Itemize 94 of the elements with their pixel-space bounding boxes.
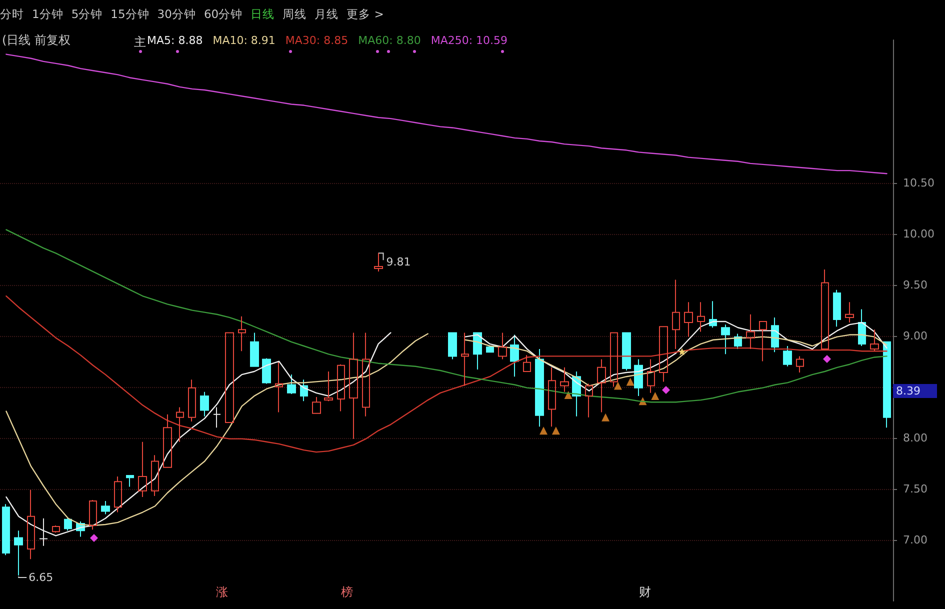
y-tick-label: 7.50 [903, 482, 928, 496]
candlestick [622, 332, 631, 371]
candlestick [163, 414, 172, 468]
y-tick-label: 7.00 [903, 533, 928, 546]
candlestick [151, 454, 159, 496]
annotation: 财 [639, 584, 651, 601]
text: 更多 > [346, 7, 384, 22]
candlestick [362, 332, 370, 417]
candlestick [486, 346, 494, 353]
candlestick [883, 341, 891, 428]
candlestick [64, 518, 72, 532]
candlestick [101, 500, 110, 515]
text: 5分钟 [71, 7, 103, 22]
y-tick-label: 9.00 [903, 329, 928, 342]
candlestick [126, 475, 134, 488]
annotation: 主 [134, 34, 146, 51]
candlestick [250, 332, 259, 367]
candlestick [560, 366, 569, 392]
point [552, 426, 560, 435]
annotation: 榜 [341, 584, 353, 601]
candlestick [746, 314, 755, 350]
candlestick [52, 525, 60, 534]
chart-title: (日线 前复权 [2, 33, 70, 47]
candlestick [213, 406, 221, 428]
candlestick [659, 326, 668, 382]
candlestick [684, 302, 693, 338]
candlestick [697, 302, 705, 332]
point [614, 382, 622, 390]
y-tick-label: 10.50 [903, 176, 934, 190]
candlestick [27, 489, 35, 560]
candlestick [176, 406, 184, 442]
text: 日线 [250, 7, 275, 22]
candlestick [89, 500, 97, 530]
candlestick [200, 391, 209, 417]
annotation: 6.65 [28, 571, 54, 584]
candlestick [796, 356, 804, 374]
text: MA30: 8.85 [285, 34, 348, 47]
candlestick [510, 334, 519, 378]
candlestick [833, 289, 841, 328]
candlestick [721, 324, 730, 355]
annotation: 9.81 [386, 256, 411, 269]
candlestick [672, 279, 680, 350]
candlestick [783, 346, 792, 367]
candlestick [523, 354, 531, 372]
point [626, 378, 634, 386]
candlestick [14, 530, 23, 576]
point [651, 392, 660, 400]
candlestick [114, 476, 122, 513]
candlestick [312, 396, 321, 414]
point [602, 413, 610, 422]
annotation: 涨 [216, 584, 228, 601]
candlestick [448, 332, 457, 360]
y-tick-label: 9.50 [903, 278, 928, 292]
candlestick [610, 332, 618, 388]
candlestick [585, 383, 593, 418]
candlestick [225, 332, 234, 423]
candlestick [238, 316, 246, 352]
text: 60分钟 [204, 7, 243, 22]
text: 周线 [282, 7, 307, 22]
candlestick [324, 371, 333, 402]
line-series [6, 54, 888, 174]
text: 15分钟 [110, 7, 150, 22]
candlestick [821, 269, 829, 350]
candlestick [597, 358, 606, 413]
candlestick [870, 329, 879, 352]
candlestick [262, 358, 271, 384]
text: 月线 [314, 7, 339, 22]
text: MA10: 8.91 [212, 34, 276, 47]
text: MA5: 8.88 [147, 34, 203, 47]
candlestick [535, 348, 544, 428]
candlestick [188, 379, 196, 422]
candlestick [647, 358, 655, 394]
candlestick [548, 366, 556, 428]
candlestick [349, 332, 358, 440]
candlestick [337, 364, 345, 412]
point [540, 426, 548, 435]
candlestick [2, 504, 10, 556]
text: 分时 [0, 7, 24, 22]
candlestick [275, 362, 283, 413]
line-series [6, 295, 888, 453]
candlestick [498, 332, 507, 360]
text: MA250: 10.59 [430, 34, 508, 47]
y-tick-label: 10.00 [903, 227, 934, 240]
candlestick [287, 374, 296, 394]
candlestick [138, 441, 147, 498]
y-tick-label: 8.00 [903, 431, 928, 444]
candlestick [759, 321, 767, 362]
candlestick [374, 252, 383, 272]
text: MA60: 8.80 [358, 34, 421, 47]
candlestick [461, 332, 469, 386]
text: 8.39 [896, 384, 920, 398]
candlestick [845, 302, 854, 324]
text: 1分钟 [32, 7, 64, 22]
text: 30分钟 [157, 7, 196, 22]
